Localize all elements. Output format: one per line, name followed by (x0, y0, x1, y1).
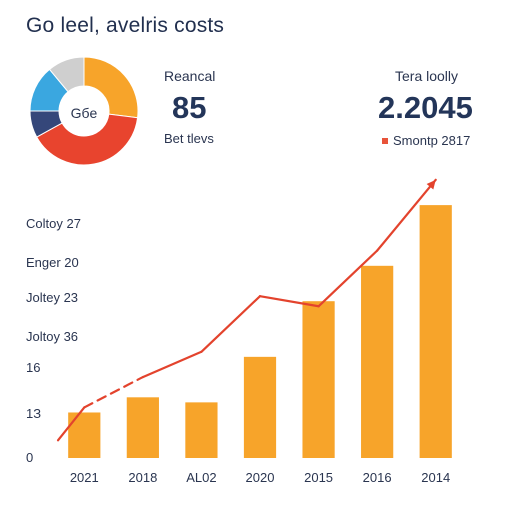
chart-title: Go leel, avelris costs (26, 14, 225, 37)
bar-series (68, 205, 452, 458)
bar (185, 402, 218, 458)
x-axis-ticks: 2021 2018 AL02 2020 2015 2016 2014 (70, 470, 450, 485)
donut-chart (29, 56, 139, 166)
bar (68, 412, 101, 458)
trend-line-segment (376, 178, 437, 252)
y-tick-label: Coltoy 27 (26, 216, 81, 231)
trend-line-segment (200, 295, 262, 353)
left-stat-sub: Bet tlevs (164, 131, 214, 146)
right-legend-label: Smontp 2817 (393, 133, 471, 148)
trend-line-segment (141, 350, 203, 379)
legend-swatch (382, 138, 388, 144)
y-axis-ticks: 0 1З 16 Joltoy 36 Joltey 23 Enger 20 Coltoy 27 (26, 216, 81, 465)
bar (126, 397, 159, 458)
bar (361, 265, 394, 458)
x-tick-label: 2014 (421, 470, 450, 485)
trend-line-segment (258, 295, 320, 308)
left-stat-label: Reancal (164, 68, 216, 84)
donut-center-label: Gбe (71, 105, 98, 121)
x-tick-label: 2016 (363, 470, 392, 485)
right-stat-label: Tera loolly (395, 68, 459, 84)
right-stat-value: 2.2045 (378, 90, 473, 125)
x-tick-label: 2021 (70, 470, 99, 485)
bar (419, 205, 452, 458)
x-tick-label: 2018 (128, 470, 157, 485)
y-tick-label: 1З (26, 406, 41, 421)
y-tick-label: 0 (26, 450, 33, 465)
donut-slice (35, 113, 139, 166)
trend-line-segment (83, 375, 144, 409)
trend-line-segment (317, 249, 379, 308)
trend-line (56, 178, 437, 442)
y-tick-label: Joltoy 36 (26, 329, 78, 344)
y-tick-label: 16 (26, 360, 40, 375)
x-tick-label: 2015 (304, 470, 333, 485)
trend-arrow-head (426, 179, 436, 190)
y-tick-label: Enger 20 (26, 255, 79, 270)
x-tick-label: AL02 (186, 470, 216, 485)
left-stat-value: 85 (172, 90, 207, 125)
bar (302, 301, 335, 458)
donut-slice (48, 56, 85, 93)
y-tick-label: Joltey 23 (26, 290, 78, 305)
x-tick-label: 2020 (246, 470, 275, 485)
bar (243, 356, 277, 458)
trend-line-segment (56, 406, 86, 442)
